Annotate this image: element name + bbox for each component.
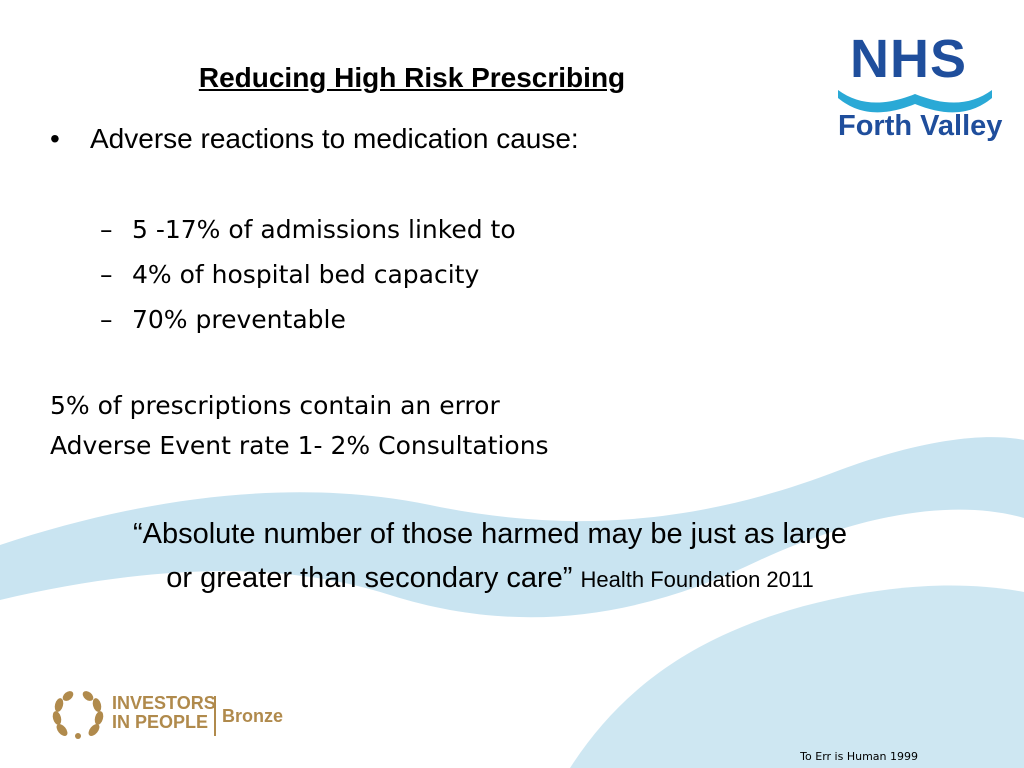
footnote-reference: To Err is Human 1999 — [800, 750, 918, 763]
investors-logo-line-2: IN PEOPLE — [112, 712, 209, 732]
quote-line-2-text: or greater than secondary care” — [166, 562, 573, 594]
sub-bullet-text: 70% preventable — [132, 305, 346, 334]
slide-title: Reducing High Risk Prescribing — [198, 62, 626, 93]
statement-prescription-errors: 5% of prescriptions contain an error — [50, 391, 500, 420]
sub-bullet-text: 4% of hospital bed capacity — [132, 260, 480, 289]
statement-adverse-event-rate: Adverse Event rate 1- 2% Consultations — [50, 431, 549, 460]
nhs-wave-icon — [838, 90, 992, 113]
main-bullet-text: Adverse reactions to medication cause: — [90, 123, 579, 154]
quote-line-1: “Absolute number of those harmed may be … — [132, 518, 848, 550]
investors-logo-level: Bronze — [222, 706, 284, 726]
nhs-logo-text: NHS — [850, 29, 968, 89]
sub-bullet: –4% of hospital bed capacity — [100, 260, 479, 289]
quote-line-2: or greater than secondary care” Health F… — [60, 556, 920, 602]
investors-logo-text: INVESTORS IN PEOPLE — [112, 694, 216, 732]
sub-bullet: –5 -17% of admissions linked to — [100, 215, 516, 244]
sub-bullet-symbol: – — [100, 260, 113, 289]
investors-logo-divider — [214, 696, 216, 736]
nhs-logo-subtitle: Forth Valley — [838, 110, 1003, 142]
sub-bullet-text: 5 -17% of admissions linked to — [132, 215, 516, 244]
wave-shape-tail — [570, 585, 1024, 768]
sub-bullet: –70% preventable — [100, 305, 346, 334]
quote-source: Health Foundation 2011 — [580, 567, 814, 592]
investors-logo-line-1: INVESTORS — [112, 693, 216, 713]
laurel-wreath-icon — [52, 691, 104, 739]
bullet-symbol: • — [50, 123, 60, 154]
quote-block: “Absolute number of those harmed may be … — [60, 512, 920, 602]
sub-bullet-symbol: – — [100, 215, 113, 244]
sub-bullet-symbol: – — [100, 305, 113, 334]
main-bullet: • Adverse reactions to medication cause: — [50, 123, 579, 155]
